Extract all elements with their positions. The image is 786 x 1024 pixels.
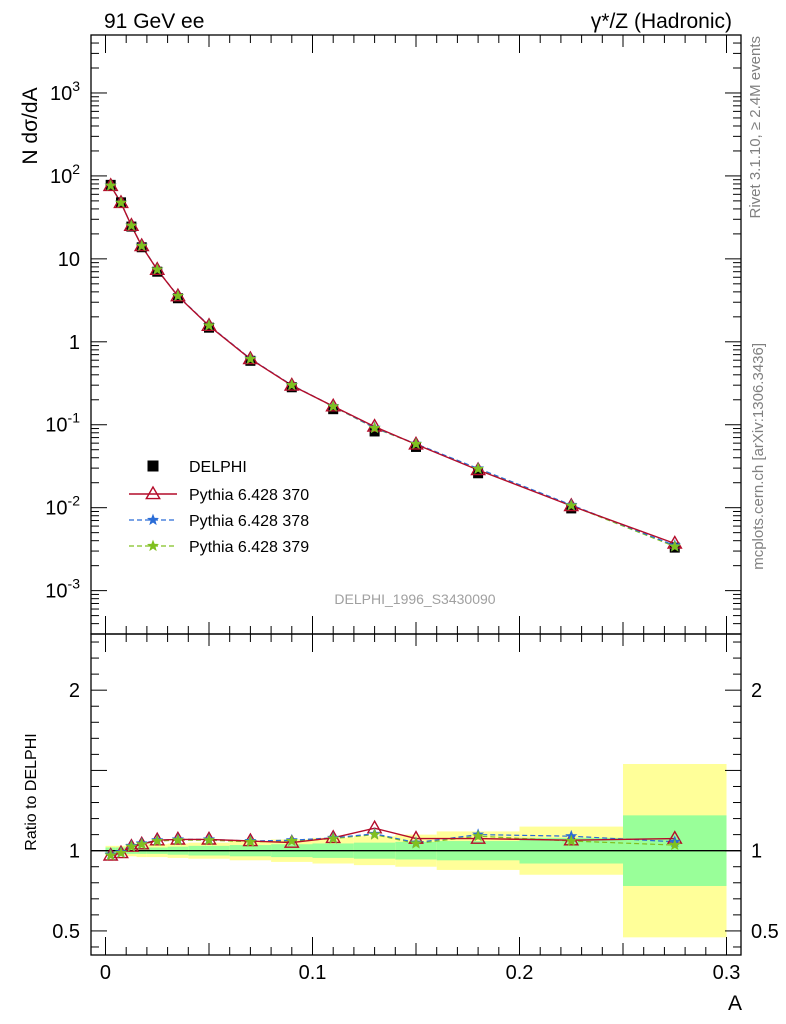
header-right-label: γ*/Z (Hadronic) (591, 10, 732, 33)
y-tick-label: 10-1 (45, 410, 80, 437)
ratio-point (125, 840, 138, 852)
data-point (328, 404, 339, 415)
ratio-point (171, 833, 185, 846)
mc-point (366, 418, 383, 432)
x-tick-label: 0 (100, 962, 111, 984)
y-tick-label: 0.5 (52, 921, 80, 943)
mc-point (202, 319, 216, 331)
ratio-point (202, 833, 216, 846)
mc-point (151, 263, 164, 275)
mc-point (285, 378, 298, 391)
ratio-point (135, 837, 148, 850)
legend-marker (146, 539, 160, 552)
mc-point (565, 499, 578, 511)
legend-label: DELPHI (189, 459, 247, 476)
mc-point (668, 540, 681, 552)
data-point (566, 503, 577, 514)
y-tick-label: 10 (58, 249, 80, 271)
ratio-point (244, 835, 257, 847)
header-left-label: 91 GeV ee (104, 10, 204, 33)
analysis-label: DELPHI_1996_S3430090 (334, 591, 495, 607)
y-tick-label: 2 (751, 680, 762, 702)
y-tick-label: 102 (50, 161, 80, 188)
mc-point (104, 179, 117, 191)
x-tick-label: 0.1 (299, 962, 327, 984)
y-tick-label: 10-2 (45, 493, 80, 520)
ratio-point (114, 846, 128, 859)
ratio-point (470, 830, 487, 844)
mc-point (472, 462, 485, 474)
legend-label: Pythia 6.428 370 (189, 487, 309, 504)
mc-point (368, 421, 381, 434)
legend-label: Pythia 6.428 379 (189, 539, 309, 556)
y-tick-label: 2 (69, 680, 80, 702)
legend: DELPHI Pythia 6.428 370 Pythia 6.428 378 Py… (129, 459, 309, 556)
x-axis-label: A (728, 992, 742, 1015)
mc-point (327, 400, 340, 412)
ratio-point (409, 837, 423, 849)
mc-point (125, 219, 138, 231)
legend-label: Pythia 6.428 378 (189, 513, 309, 530)
ratio-point (283, 834, 300, 848)
bottom-ylabel: Ratio to DELPHI (23, 733, 40, 850)
y-tick-label: 10-3 (45, 576, 80, 603)
rivet-label: Rivet 3.1.10, ≥ 2.4M events (747, 36, 764, 219)
y-tick-label: 1 (751, 841, 762, 863)
ratio-point (668, 838, 681, 851)
data-point (473, 468, 484, 479)
ratio-point (104, 849, 117, 861)
ratio-point (151, 834, 164, 847)
ratio-point (327, 832, 340, 844)
mc-point (171, 289, 185, 302)
legend-marker (147, 460, 159, 472)
x-tick-label: 0.2 (506, 962, 534, 984)
x-tick-label: 0.3 (713, 962, 741, 984)
ratio-point (368, 828, 381, 840)
data-point (411, 441, 421, 452)
mc-point (135, 239, 148, 252)
bottom-panel: 0 0.1 0.2 0.3 0.5 0.5 1 1 2 2 (52, 633, 779, 984)
y-tick-label: 1 (69, 332, 80, 354)
top-ylabel: N dσ/dA (19, 87, 42, 164)
mc-point (409, 437, 423, 450)
y-tick-label: 1 (69, 841, 80, 863)
mcplots-label: mcplots.cern.ch [arXiv:1306.3436] (750, 343, 767, 570)
ratio-point (285, 834, 298, 847)
ratio-point (472, 829, 485, 842)
mc-point (114, 196, 128, 209)
mc-point (244, 352, 257, 365)
legend-marker (145, 485, 161, 500)
legend-marker (146, 513, 160, 526)
y-tick-label: 103 (50, 78, 80, 105)
ratio-point (565, 834, 578, 847)
y-tick-label: 0.5 (751, 921, 779, 943)
